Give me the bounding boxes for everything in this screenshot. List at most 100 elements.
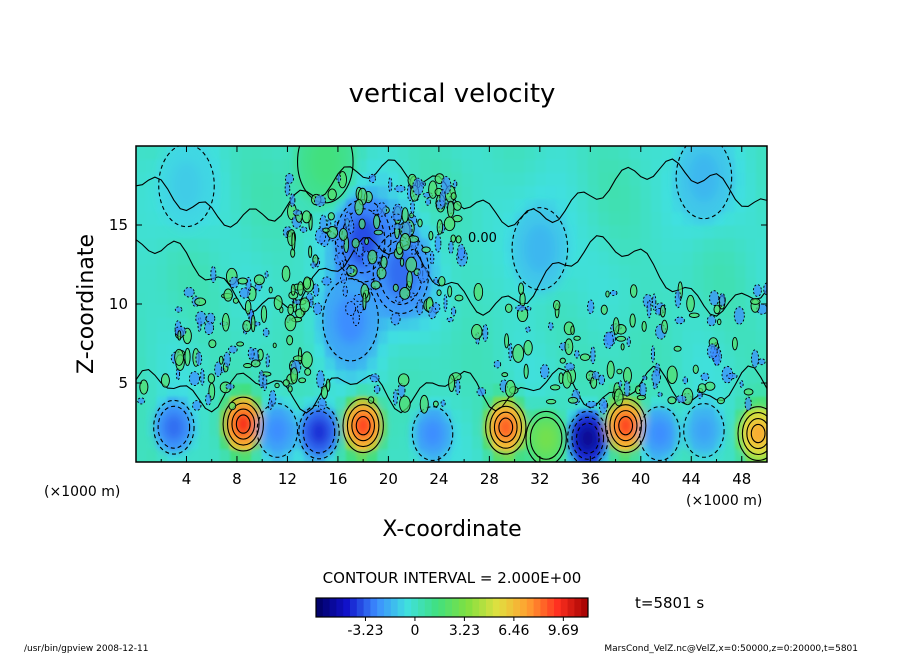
field-cell [293, 329, 305, 344]
field-cell [692, 277, 705, 292]
field-cell [472, 408, 484, 423]
field-cell [356, 171, 368, 186]
field-cell [167, 329, 179, 344]
field-cell [136, 316, 148, 331]
field-cell [188, 264, 200, 279]
field-cell [577, 316, 589, 331]
field-cell [156, 343, 169, 358]
field-cell [587, 290, 600, 305]
field-cell [177, 343, 190, 358]
turbulent-contour [429, 251, 435, 265]
turbulent-contour [661, 319, 668, 334]
turbulent-contour [436, 289, 442, 297]
field-cell [282, 290, 295, 305]
field-cell [377, 343, 389, 358]
field-cell [724, 382, 736, 397]
field-cell [692, 395, 705, 410]
colorbar-swatch [499, 598, 507, 617]
feature-core [577, 424, 599, 453]
field-cell [219, 343, 232, 358]
field-cell [703, 303, 715, 318]
field-cell [146, 329, 158, 344]
field-cell [198, 435, 211, 450]
colorbar-swatch [356, 598, 365, 617]
field-cell [156, 329, 169, 344]
field-cell [629, 303, 642, 318]
field-cell [703, 356, 715, 371]
colorbar-swatch [404, 598, 412, 617]
turbulent-contour [718, 292, 726, 307]
field-cell [682, 316, 694, 331]
field-cell [598, 171, 610, 186]
field-cell [566, 224, 579, 239]
field-cell [272, 185, 284, 200]
field-cell [493, 303, 505, 318]
field-cell [755, 237, 767, 252]
field-cell [303, 329, 316, 344]
field-cell [356, 356, 368, 371]
field-cell [240, 382, 253, 397]
field-cell [482, 435, 495, 450]
field-cell [146, 158, 158, 173]
field-cell [692, 343, 705, 358]
contour-lines [136, 146, 767, 462]
field-cell [661, 171, 673, 186]
field-cell [303, 395, 316, 410]
field-cell [472, 448, 484, 462]
field-cell [472, 224, 484, 239]
field-cell [219, 250, 232, 265]
field-cell [261, 198, 274, 213]
field-cell [461, 185, 474, 200]
field-cell [440, 264, 452, 279]
field-cell [314, 237, 326, 252]
field-cell [650, 382, 663, 397]
field-cell [230, 303, 242, 318]
colorbar-swatch [520, 598, 528, 617]
field-cell [177, 290, 190, 305]
x-tick-label: 28 [480, 470, 499, 488]
field-cell [461, 264, 474, 279]
turbulent-contour [362, 292, 367, 311]
field-cell [503, 171, 516, 186]
field-cell [745, 264, 757, 279]
field-cell [293, 250, 305, 265]
field-cell [472, 343, 484, 358]
field-cell [514, 146, 526, 160]
field-cell [640, 237, 652, 252]
colorbar-swatch [350, 598, 358, 617]
turbulent-contour [757, 358, 766, 366]
field-cell [745, 211, 757, 226]
field-cell [408, 382, 421, 397]
field-cell [482, 146, 495, 160]
field-cell [650, 158, 663, 173]
colorbar-ticks: -3.23 0 3.23 6.46 9.69 [347, 617, 579, 639]
field-cell [566, 408, 579, 423]
turbulent-contour [391, 223, 404, 230]
field-cell [629, 369, 642, 384]
field-cell [724, 435, 736, 450]
field-cell [272, 316, 284, 331]
field-cell [156, 290, 169, 305]
turbulent-contour [726, 372, 738, 380]
field-cell [240, 343, 253, 358]
turbulent-contour [310, 261, 317, 269]
field-cell [566, 356, 579, 371]
field-cell [303, 448, 316, 462]
field-cell [755, 171, 767, 186]
field-cell [608, 303, 621, 318]
turbulent-contour [262, 327, 270, 338]
turbulent-contour [338, 227, 348, 241]
field-cell [272, 237, 284, 252]
field-cell [230, 448, 242, 462]
field-cell [240, 158, 253, 173]
turbulent-contour [692, 364, 699, 374]
turbulent-contour [267, 398, 273, 411]
turbulent-contour [570, 325, 575, 336]
y-axis: 5 10 15 [109, 216, 767, 392]
turbulent-contour [473, 283, 484, 301]
field-cell [482, 316, 495, 331]
field-cell [734, 250, 747, 265]
contour-line [298, 404, 340, 460]
turbulent-contour [368, 173, 376, 184]
field-cell [503, 356, 516, 371]
